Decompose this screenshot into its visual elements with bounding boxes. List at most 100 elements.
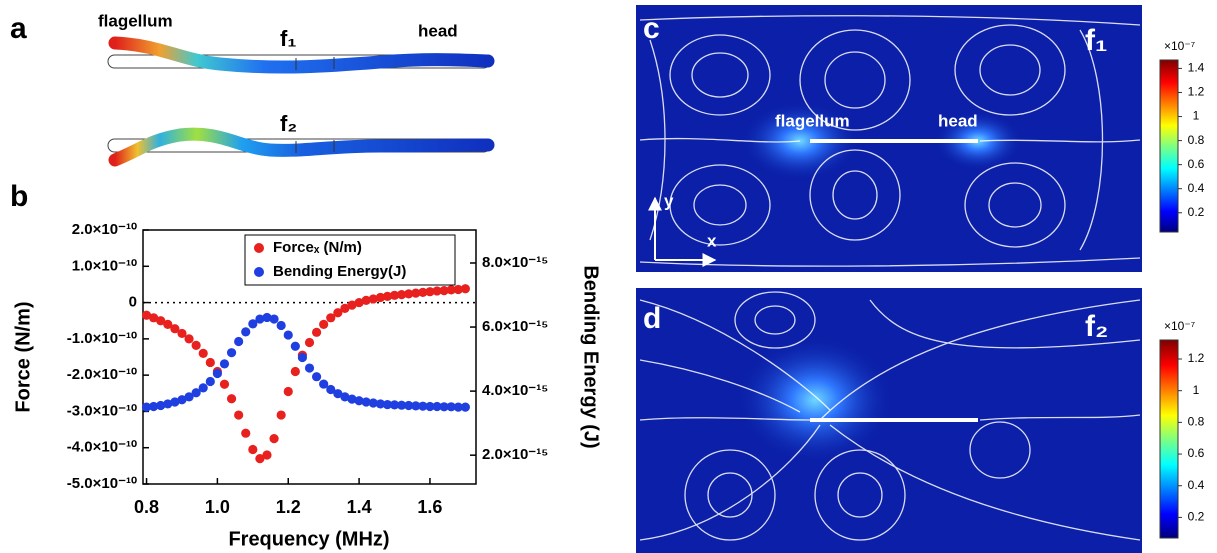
point	[248, 444, 258, 455]
point	[319, 319, 329, 329]
legend-marker	[254, 243, 264, 253]
head-label: head	[938, 111, 978, 130]
point	[234, 410, 244, 420]
axis-label: x	[707, 231, 717, 250]
point	[439, 402, 449, 412]
point	[389, 290, 400, 300]
panel-c: c f₁ flagellum head y x ×10⁻⁷ 0.2 0.4 0.6 0.…	[636, 5, 1205, 272]
point	[375, 399, 385, 409]
mode-label: f₂	[280, 111, 297, 136]
legend-label: Bending Energy(J)	[273, 263, 406, 280]
colorbar-label: 1	[1193, 383, 1200, 397]
point	[368, 294, 378, 304]
y2-axis-title: Bending Energy (J)	[580, 265, 602, 448]
point	[453, 402, 463, 412]
point	[191, 388, 201, 398]
x-tick-label: 0.8	[134, 497, 159, 517]
point	[333, 308, 343, 318]
glow	[735, 335, 895, 465]
y-axis-title: Force (N/m)	[12, 301, 34, 412]
point	[205, 376, 215, 387]
x-tick-label: 1.4	[347, 497, 372, 517]
x-tick-label: 1.0	[205, 497, 230, 517]
point	[141, 310, 152, 320]
point	[283, 386, 293, 397]
mode-label: f₁	[280, 26, 296, 51]
y2-tick-label: 6.0×10⁻¹⁵	[482, 318, 548, 335]
x-tick-label: 1.6	[417, 497, 442, 517]
point	[354, 396, 364, 406]
point	[226, 348, 237, 358]
swimmer-body	[108, 36, 495, 74]
point	[453, 284, 463, 295]
point	[226, 394, 237, 404]
point	[304, 363, 315, 373]
swimmer-body	[108, 127, 495, 167]
flagellum-label: flagellum	[98, 11, 173, 30]
point	[425, 287, 435, 297]
colorbar-label: 0.4	[1188, 478, 1205, 492]
point	[418, 401, 428, 411]
colorbar-label: 0.8	[1188, 133, 1205, 147]
point	[177, 328, 187, 339]
x-tick-label: 1.2	[276, 497, 301, 517]
point	[397, 400, 407, 410]
point	[283, 330, 293, 340]
point	[141, 402, 152, 412]
point	[340, 303, 350, 313]
plot-frame	[142, 229, 477, 485]
point	[404, 400, 414, 411]
point	[276, 320, 286, 331]
colorbar-label: 0.8	[1188, 415, 1205, 429]
point	[368, 398, 378, 408]
point	[177, 395, 187, 405]
legend-marker	[254, 267, 264, 277]
point	[361, 295, 371, 305]
y-tick-label: 1.0×10⁻¹⁰	[72, 257, 137, 274]
point	[276, 410, 286, 420]
panel-label: b	[10, 180, 28, 213]
point	[354, 297, 364, 308]
y-tick-label: 0	[129, 294, 137, 311]
point	[262, 450, 272, 460]
point	[198, 348, 208, 358]
mode-label: f₁	[1085, 24, 1107, 57]
colorbar-label: 1.4	[1188, 61, 1205, 75]
panel-d: d f₂ ×10⁻⁷ 0.2 0.4 0.6 0.8 1 1.2	[636, 288, 1205, 553]
point	[170, 324, 180, 334]
point	[382, 399, 393, 410]
point	[198, 383, 208, 393]
point	[255, 454, 265, 464]
panel-label: d	[643, 302, 661, 335]
point	[411, 401, 421, 411]
point	[333, 389, 343, 399]
point	[375, 292, 385, 303]
point	[241, 428, 251, 438]
colorbar	[1159, 59, 1179, 233]
y-tick-label: -5.0×10⁻¹⁰	[67, 475, 137, 492]
panel-a: a flagellum f₁ head f₂	[10, 11, 495, 167]
point	[163, 399, 173, 409]
point	[389, 400, 400, 410]
point	[397, 289, 407, 300]
streamlines	[639, 291, 1141, 541]
head-label: head	[418, 21, 458, 40]
point	[432, 286, 442, 296]
colorbar-multiplier: ×10⁻⁷	[1164, 39, 1195, 53]
point	[425, 401, 435, 412]
axis-label: y	[664, 191, 674, 210]
colorbar-label: 0.4	[1188, 181, 1205, 195]
point	[170, 397, 180, 407]
y-tick-label: 2.0×10⁻¹⁰	[72, 221, 137, 238]
point	[311, 327, 322, 337]
point	[446, 285, 456, 295]
y-tick-label: -2.0×10⁻¹⁰	[67, 366, 137, 383]
panel-b: b Frequency (MHz) Force (N/m) Bending En…	[10, 180, 602, 550]
point	[340, 392, 350, 402]
point	[311, 372, 322, 382]
y-tick-label: -4.0×10⁻¹⁰	[67, 439, 137, 456]
point	[248, 319, 258, 329]
point	[149, 401, 159, 412]
colorbar-label: 1	[1193, 109, 1200, 123]
